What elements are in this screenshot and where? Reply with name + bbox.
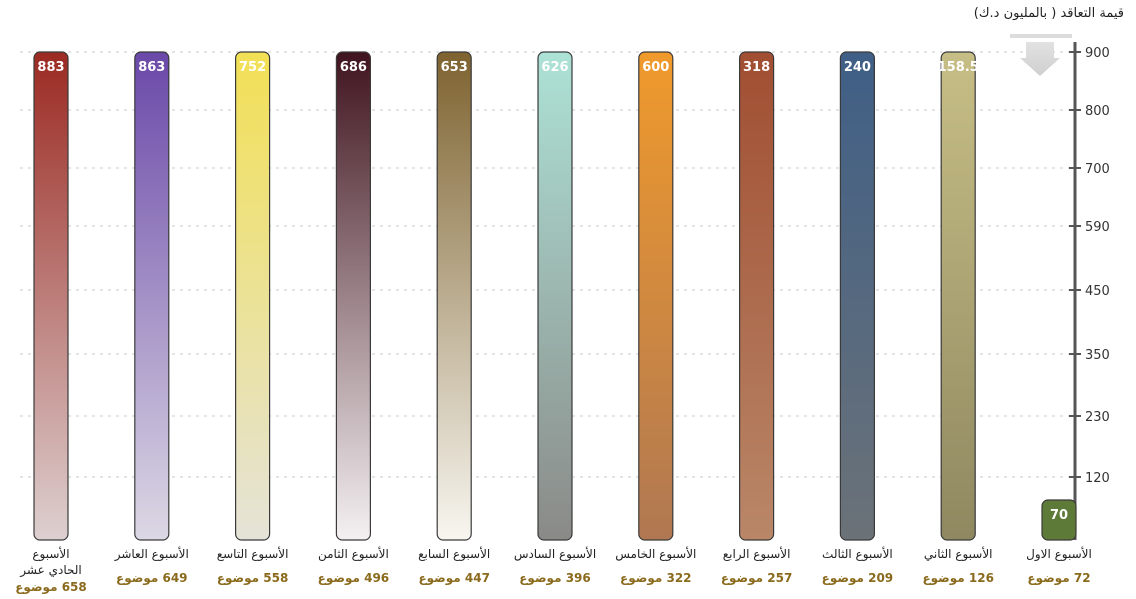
bar-value-label: 318 (743, 60, 770, 75)
bar (738, 51, 775, 541)
bar (235, 51, 271, 541)
bar (33, 51, 69, 541)
category-label: الحادي عشر (19, 563, 81, 578)
topic-count-label: 209 موضوع (822, 571, 894, 586)
category-label: الأسبوع الثامن (318, 546, 389, 562)
y-tick-label: 230 (1085, 410, 1110, 425)
y-tick-label: 700 (1085, 162, 1110, 177)
category-label: الأسبوع الرابع (723, 546, 791, 562)
bar-value-label: 626 (541, 60, 568, 75)
category-label: الأسبوع السابع (418, 546, 490, 562)
bar-value-label: 653 (441, 60, 468, 75)
topic-count-label: 322 موضوع (620, 571, 692, 586)
bar-value-label: 240 (844, 60, 871, 75)
category-label: الأسبوع الاول (1026, 546, 1092, 562)
bar (940, 51, 976, 541)
bar (335, 51, 371, 541)
topic-count-label: 72 موضوع (1027, 571, 1090, 586)
category-label: الأسبوع (32, 546, 69, 562)
bar-value-label: 686 (340, 60, 367, 75)
bar (1041, 499, 1077, 541)
topic-count-label: 257 موضوع (721, 571, 793, 586)
category-label: الأسبوع التاسع (217, 546, 289, 562)
category-label: الأسبوع العاشر (114, 546, 189, 562)
bar-value-label: 863 (138, 60, 165, 75)
axis-cap-bar (1010, 34, 1072, 38)
y-tick-label: 350 (1085, 348, 1110, 363)
category-label: الأسبوع الثاني (924, 546, 993, 562)
bar (638, 51, 674, 541)
topic-count-label: 496 موضوع (318, 571, 390, 586)
category-label: الأسبوع الخامس (615, 546, 696, 562)
topic-count-label: 558 موضوع (217, 571, 289, 586)
bar-value-label: 752 (239, 60, 266, 75)
bar (134, 51, 170, 541)
bar-value-label: 158.5 (938, 60, 979, 75)
y-tick-label: 450 (1085, 284, 1110, 299)
bar-value-label: 600 (642, 60, 669, 75)
topic-count-label: 447 موضوع (418, 571, 490, 586)
bars: 883 863 752 686 653 626 600 318 240 158.5 70 (33, 51, 1077, 541)
bar (537, 51, 573, 541)
y-tick-label: 120 (1085, 471, 1110, 486)
category-label: الأسبوع السادس (514, 546, 596, 562)
topic-count-label: 649 موضوع (116, 571, 188, 586)
category-label: الأسبوع الثالث (822, 546, 893, 562)
bar (839, 51, 876, 541)
bar (436, 51, 472, 541)
down-arrow-icon (1020, 42, 1060, 76)
topic-count-label: 396 موضوع (519, 571, 591, 586)
y-tick-label: 900 (1085, 46, 1110, 61)
y-axis-title: قيمة التعاقد ( بالمليون د.ك) (973, 6, 1124, 21)
y-tick-label: 800 (1085, 104, 1110, 119)
y-axis: 900 800 700 590 450 350 230 120 (1010, 34, 1110, 540)
y-tick-label: 590 (1085, 220, 1110, 235)
topic-count-label: 658 موضوع (15, 580, 87, 595)
bar-value-label: 883 (37, 60, 64, 75)
topic-count-label: 126 موضوع (922, 571, 994, 586)
bar-value-label: 70 (1050, 508, 1068, 523)
